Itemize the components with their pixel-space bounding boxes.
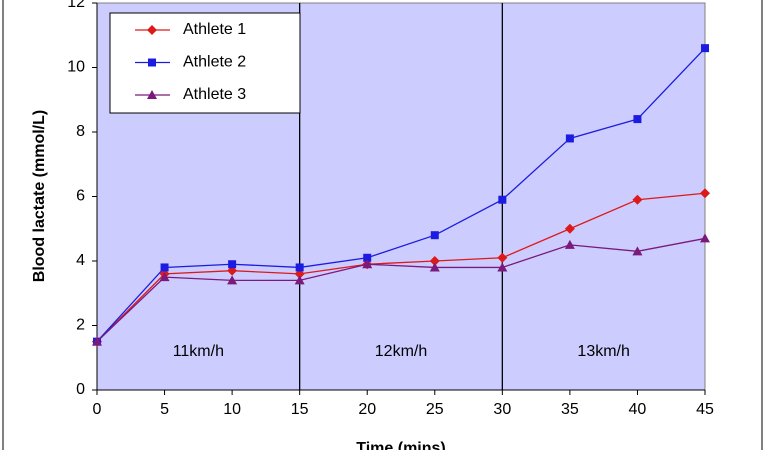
marker	[227, 275, 238, 285]
marker	[362, 259, 373, 269]
series-line	[96, 237, 706, 343]
y-tick-label: 2	[76, 317, 85, 334]
x-tick-label: 45	[696, 401, 714, 418]
marker	[633, 115, 642, 124]
legend-label: Athlete 1	[183, 21, 246, 38]
marker	[363, 253, 372, 262]
marker	[429, 256, 440, 266]
marker	[147, 25, 157, 35]
y-tick-label: 6	[76, 188, 85, 205]
marker	[700, 233, 710, 243]
x-tick-label: 25	[426, 401, 444, 418]
x-tick-label: 40	[629, 401, 647, 418]
x-tick-label: 10	[223, 401, 241, 418]
marker	[497, 252, 508, 263]
y-tick-label: 12	[67, 0, 85, 11]
x-tick-label: 5	[160, 401, 169, 418]
marker	[160, 263, 169, 272]
marker	[295, 263, 304, 272]
marker	[701, 44, 709, 53]
x-axis-label: Time (mins)	[356, 440, 446, 450]
marker	[148, 58, 156, 67]
marker	[429, 262, 440, 272]
phase-label: 12km/h	[375, 343, 427, 360]
legend-label: Athlete 3	[183, 86, 246, 103]
y-axis-label: Blood lactate (mmol/L)	[31, 110, 48, 282]
y-tick-label: 8	[76, 123, 85, 140]
marker	[497, 262, 508, 272]
x-tick-label: 35	[561, 401, 579, 418]
marker	[564, 223, 575, 234]
marker	[565, 134, 574, 143]
marker	[632, 194, 643, 205]
marker	[92, 336, 102, 346]
marker	[564, 239, 575, 249]
phase-label: 13km/h	[577, 343, 629, 360]
series-line	[96, 47, 706, 343]
legend-label: Athlete 2	[183, 54, 246, 71]
y-tick-label: 4	[76, 252, 85, 269]
marker	[147, 90, 157, 99]
x-tick-label: 30	[493, 401, 511, 418]
marker	[430, 231, 439, 240]
y-tick-label: 10	[67, 59, 85, 76]
x-tick-label: 0	[93, 401, 102, 418]
x-tick-label: 20	[358, 401, 376, 418]
marker	[228, 260, 237, 269]
marker	[294, 275, 305, 285]
marker	[700, 188, 710, 199]
marker	[632, 246, 643, 256]
x-tick-label: 15	[291, 401, 309, 418]
series-line	[96, 192, 706, 343]
marker	[498, 195, 507, 204]
marker	[159, 272, 170, 282]
phase-label: 11km/h	[173, 343, 224, 360]
y-tick-label: 0	[76, 381, 85, 398]
